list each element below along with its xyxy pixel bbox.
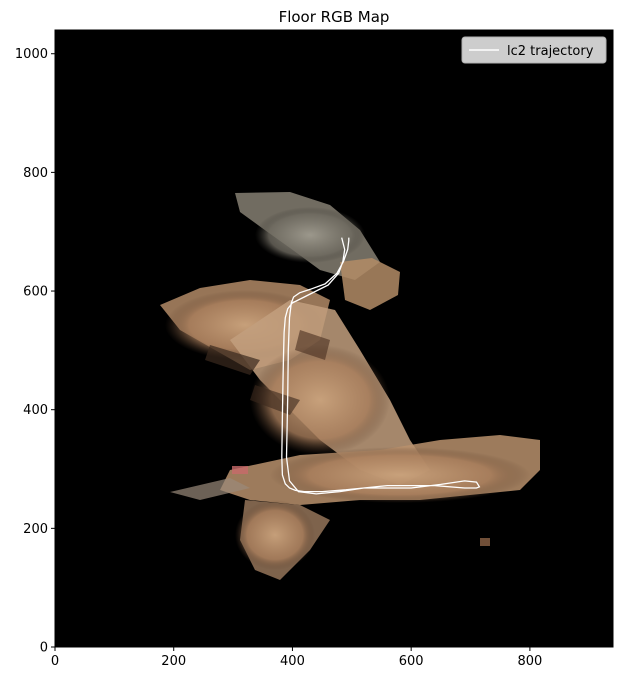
x-tick-label: 400: [280, 654, 305, 669]
legend: lc2 trajectory: [461, 36, 607, 64]
legend-label: lc2 trajectory: [507, 44, 594, 59]
x-tick-label: 0: [51, 654, 59, 669]
floor-rgb-map-image: [160, 192, 540, 580]
lc2-trajectory-line: [281, 237, 481, 495]
axes-frame: [54, 29, 614, 648]
x-tick-label: 800: [517, 654, 542, 669]
y-tick-label: 400: [23, 403, 48, 418]
x-tick-label: 200: [161, 654, 186, 669]
x-axis-ticks: 0 200 400 600 800: [51, 647, 542, 669]
y-tick-label: 0: [40, 641, 48, 656]
trajectory-layer: [281, 237, 481, 495]
y-axis-ticks: 0 200 400 600 800 1000: [15, 47, 55, 656]
y-tick-label: 600: [23, 285, 48, 300]
chart-title: Floor RGB Map: [279, 8, 390, 26]
x-tick-label: 600: [399, 654, 424, 669]
y-tick-label: 800: [23, 166, 48, 181]
y-tick-label: 200: [23, 522, 48, 537]
legend-box: [461, 36, 607, 64]
y-tick-label: 1000: [15, 47, 48, 62]
